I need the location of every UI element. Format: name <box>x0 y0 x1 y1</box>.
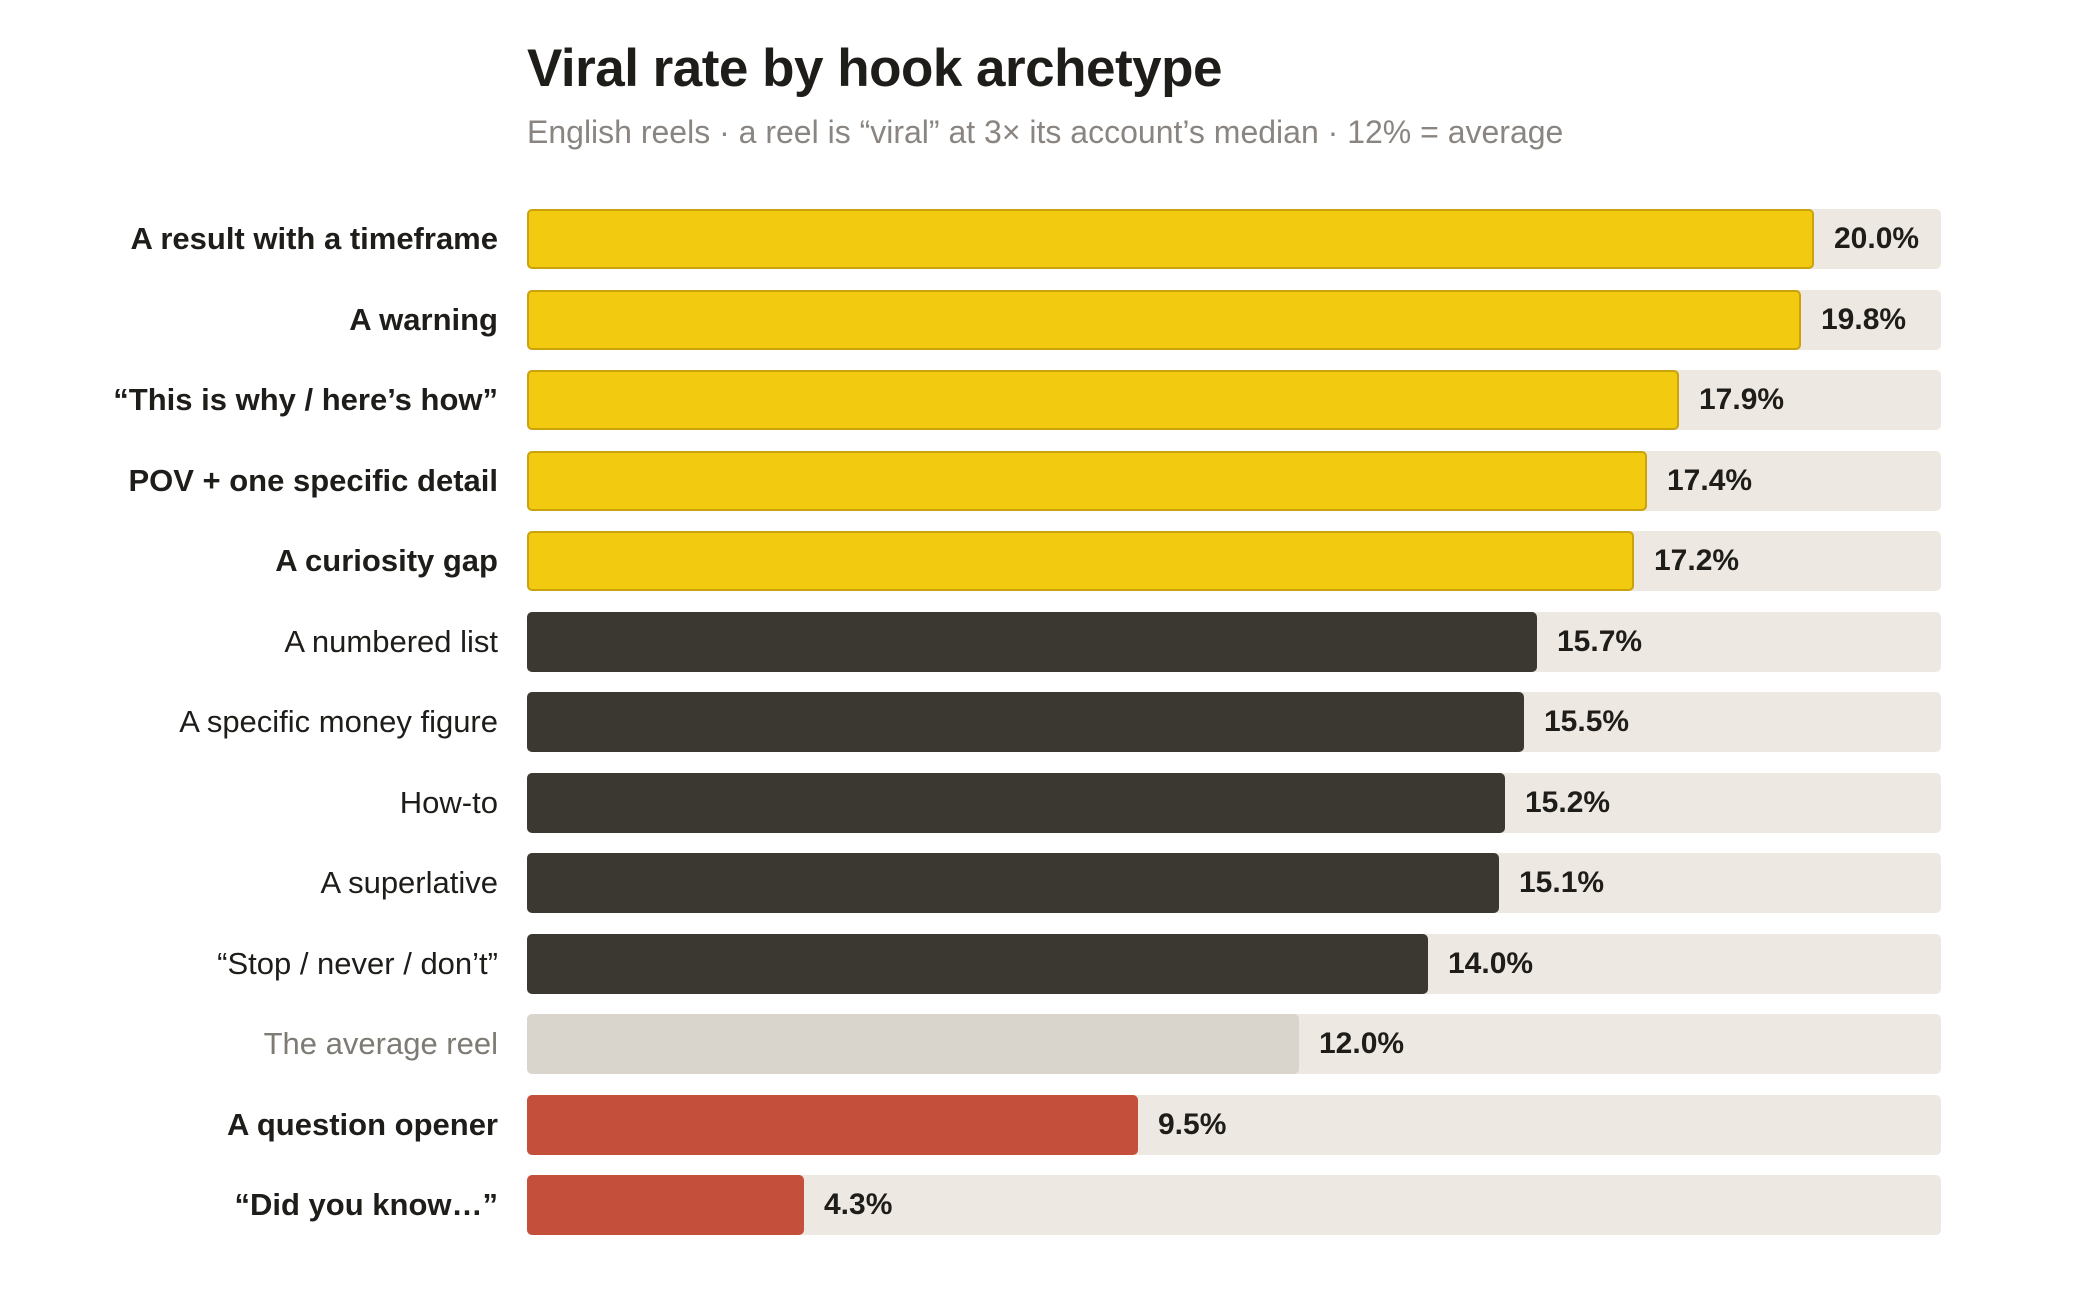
value-label: 15.1% <box>1519 866 1605 899</box>
bar <box>527 934 1428 994</box>
category-label: The average reel <box>263 1026 498 1061</box>
category-label: A curiosity gap <box>275 543 498 578</box>
value-label: 19.8% <box>1821 303 1907 336</box>
bar <box>527 451 1647 511</box>
value-label: 17.2% <box>1654 544 1740 577</box>
category-label: POV + one specific detail <box>128 463 498 498</box>
category-label: A question opener <box>227 1107 498 1142</box>
category-label: “This is why / here’s how” <box>113 382 498 417</box>
category-label: A superlative <box>320 865 499 900</box>
bar <box>527 1014 1299 1074</box>
category-label: A result with a timeframe <box>130 221 498 256</box>
bar <box>527 290 1801 350</box>
bar <box>527 1095 1138 1155</box>
value-label: 17.9% <box>1699 383 1785 416</box>
value-label: 12.0% <box>1319 1027 1405 1060</box>
bar <box>527 209 1814 269</box>
bar <box>527 1175 804 1235</box>
value-label: 15.7% <box>1557 625 1643 658</box>
value-label: 15.5% <box>1544 705 1630 738</box>
value-label: 15.2% <box>1525 786 1611 819</box>
value-label: 14.0% <box>1448 947 1534 980</box>
category-label: A warning <box>349 302 498 337</box>
value-label: 9.5% <box>1158 1108 1227 1141</box>
value-label: 4.3% <box>824 1188 893 1221</box>
value-label: 20.0% <box>1834 222 1920 255</box>
bar <box>527 612 1537 672</box>
category-label: A specific money figure <box>179 704 498 739</box>
bar <box>527 692 1524 752</box>
category-label: “Stop / never / don’t” <box>217 946 498 981</box>
category-label: “Did you know…” <box>234 1187 499 1222</box>
chart-title: Viral rate by hook archetype <box>527 39 1222 98</box>
value-label: 17.4% <box>1667 464 1753 497</box>
bar <box>527 370 1679 430</box>
category-label: A numbered list <box>284 624 498 659</box>
bar <box>527 531 1634 591</box>
category-label: How-to <box>399 785 498 820</box>
bar <box>527 773 1505 833</box>
chart-subtitle: English reels · a reel is “viral” at 3× … <box>527 114 1564 150</box>
bar <box>527 853 1499 913</box>
